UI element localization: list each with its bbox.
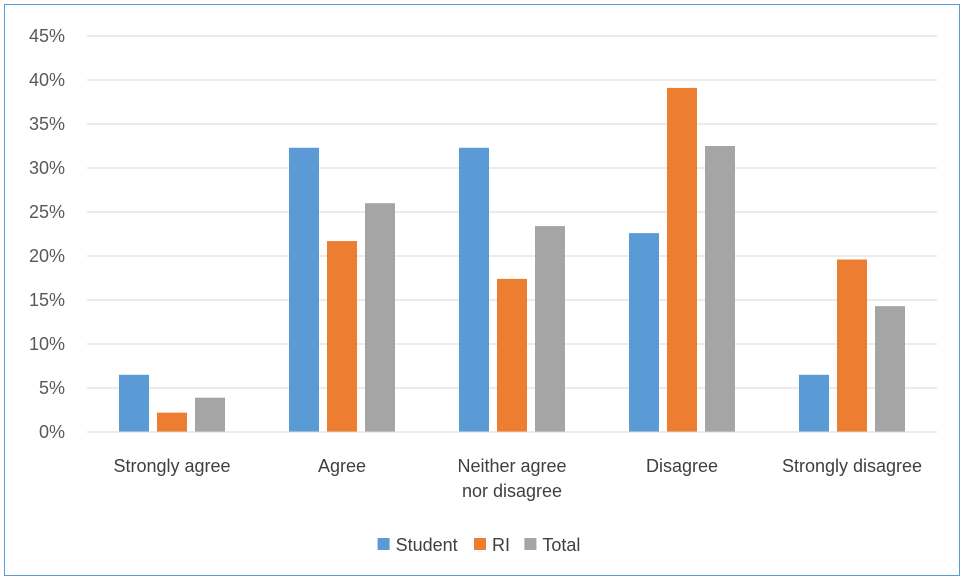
y-tick-label: 30% bbox=[29, 158, 65, 178]
y-tick-label: 45% bbox=[29, 26, 65, 46]
y-tick-label: 20% bbox=[29, 246, 65, 266]
legend-label: RI bbox=[492, 535, 510, 555]
y-tick-label: 35% bbox=[29, 114, 65, 134]
bar-ri bbox=[327, 241, 357, 432]
legend-swatch bbox=[474, 538, 486, 550]
legend: Student RI Total bbox=[377, 535, 580, 555]
bar-ri bbox=[837, 259, 867, 432]
legend-label: Student bbox=[396, 535, 458, 555]
legend-swatch bbox=[377, 538, 390, 550]
x-category-label: Disagree bbox=[646, 456, 718, 476]
y-tick-label: 25% bbox=[29, 202, 65, 222]
gridlines bbox=[87, 35, 937, 389]
y-axis-ticks: 0% 5% 10% 15% 20% 25% 30% 35% 40% 45% bbox=[29, 26, 65, 442]
bar-total bbox=[195, 397, 225, 432]
bar-ri bbox=[157, 412, 187, 432]
bar-total bbox=[535, 226, 565, 432]
y-tick-label: 10% bbox=[29, 334, 65, 354]
y-tick-label: 0% bbox=[39, 422, 65, 442]
x-axis-category-labels: Strongly agree Agree Neither agree nor disa… bbox=[113, 456, 922, 501]
y-tick-label: 15% bbox=[29, 290, 65, 310]
bar-ri bbox=[667, 87, 697, 433]
bar-total bbox=[875, 306, 905, 432]
bar-total bbox=[365, 203, 395, 432]
bars bbox=[119, 87, 905, 433]
y-tick-label: 40% bbox=[29, 70, 65, 90]
x-category-label: Agree bbox=[318, 456, 366, 476]
legend-label: Total bbox=[542, 535, 580, 555]
x-category-label: Neither agree nor disagree bbox=[457, 456, 566, 501]
y-tick-label: 5% bbox=[39, 378, 65, 398]
x-category-label: Strongly agree bbox=[113, 456, 230, 476]
x-category-label: Strongly disagree bbox=[782, 456, 922, 476]
bar-student bbox=[799, 374, 829, 432]
bar-student bbox=[459, 147, 489, 432]
bar-chart: 0% 5% 10% 15% 20% 25% 30% 35% 40% 45% Strongly ag… bbox=[29, 26, 937, 555]
bar-student bbox=[629, 233, 659, 432]
legend-swatch bbox=[524, 538, 537, 550]
bar-ri bbox=[497, 278, 527, 432]
chart-frame: 0% 5% 10% 15% 20% 25% 30% 35% 40% 45% Strongly ag… bbox=[4, 4, 960, 576]
bar-student bbox=[289, 147, 319, 432]
bar-student bbox=[119, 374, 149, 432]
bar-total bbox=[705, 146, 735, 432]
